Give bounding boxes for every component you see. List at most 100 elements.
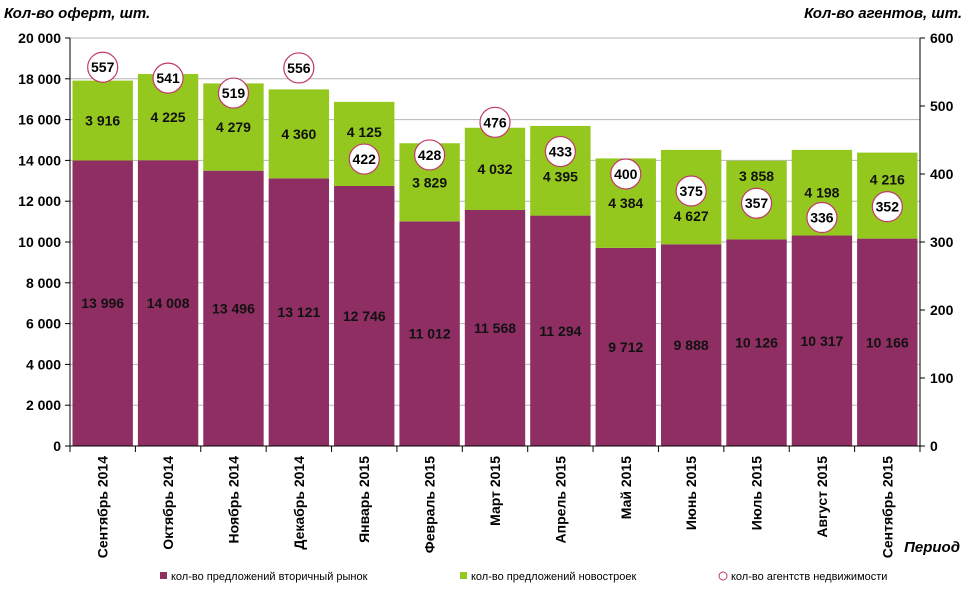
agency-marker	[217, 77, 250, 109]
agency-marker-label: 352	[876, 199, 900, 215]
data-label-new-buildings: 3 829	[412, 174, 447, 190]
bar-secondary-market	[203, 170, 264, 447]
agency-marker	[283, 52, 315, 84]
y-left-tick-label: 8 000	[26, 275, 61, 291]
agency-marker-label: 400	[614, 166, 638, 182]
agency-marker	[544, 135, 576, 168]
agency-marker	[740, 187, 773, 219]
data-label-new-buildings: 4 198	[804, 185, 839, 201]
agency-marker-label: 357	[745, 195, 769, 211]
agency-marker-label: 541	[156, 70, 180, 86]
x-tick-label: Октябрь 2014	[160, 456, 176, 550]
bar-secondary-market	[595, 247, 656, 446]
data-label-new-buildings: 4 225	[151, 109, 186, 125]
x-tick-label: Февраль 2015	[422, 456, 438, 553]
x-tick-label: Сентябрь 2014	[95, 456, 111, 558]
y-left-tick-label: 12 000	[18, 193, 61, 209]
data-label-secondary: 13 996	[81, 295, 124, 311]
agency-marker	[806, 201, 838, 234]
data-label-secondary: 10 166	[866, 334, 909, 350]
agency-markers: 557 541 519 556 422 428 476 433 400 375 357 336 352	[87, 51, 903, 234]
x-tick-label: Август 2015	[814, 456, 830, 538]
data-label-new-buildings: 3 858	[739, 168, 774, 184]
data-label-new-buildings: 4 395	[543, 169, 578, 185]
y-right-tick-label: 400	[930, 166, 954, 182]
bar-secondary-market	[268, 178, 330, 446]
bar-secondary-market	[72, 160, 133, 446]
data-label-secondary: 10 126	[735, 335, 778, 351]
bar-new-buildings	[72, 80, 133, 161]
data-label-new-buildings: 4 125	[347, 124, 382, 140]
agency-marker	[871, 191, 903, 223]
legend-swatch-new	[460, 572, 467, 579]
bar-new-buildings	[268, 89, 330, 179]
y-left-tick-label: 16 000	[18, 112, 61, 128]
agency-marker	[87, 51, 119, 83]
y-right-tick-label: 100	[930, 370, 954, 386]
agency-marker-label: 556	[287, 60, 311, 76]
x-tick-label: Декабрь 2014	[291, 456, 307, 550]
bar-secondary-market	[137, 160, 199, 446]
legend-label-secondary: кол-во предложений вторичный рынок	[171, 571, 368, 583]
y-left-tick-label: 2 000	[26, 397, 61, 413]
x-tick-label: Июнь 2015	[683, 456, 699, 530]
x-tick-label: Январь 2015	[356, 456, 372, 543]
agency-marker-label: 476	[483, 114, 507, 130]
y-left-tick-label: 4 000	[26, 356, 61, 372]
data-label-secondary: 10 317	[801, 333, 844, 349]
bar-secondary-market	[464, 210, 526, 446]
bar-secondary-market	[857, 238, 918, 446]
data-label-secondary: 9 888	[674, 337, 709, 353]
y-left-tick-label: 20 000	[18, 30, 61, 46]
agency-marker	[348, 143, 380, 175]
bar-secondary-market	[726, 239, 787, 446]
x-tick-label: Сентябрь 2015	[879, 456, 895, 558]
y-left-tick-label: 6 000	[26, 316, 61, 332]
legend-swatch-secondary	[160, 572, 167, 579]
y-left-tick-label: 0	[53, 438, 61, 454]
data-label-secondary: 12 746	[343, 308, 386, 324]
data-label-secondary: 11 294	[539, 323, 581, 339]
data-label-new-buildings: 4 279	[216, 119, 251, 135]
bar-new-buildings	[464, 127, 526, 211]
x-tick-label: Май 2015	[618, 456, 634, 519]
legend: кол-во предложений вторичный рынок кол-в…	[160, 571, 887, 583]
x-tick-label: Апрель 2015	[552, 456, 568, 544]
y-left-tick-label: 14 000	[18, 152, 61, 168]
data-label-secondary: 13 121	[277, 304, 320, 320]
data-label-new-buildings: 3 916	[85, 113, 120, 129]
bar-secondary-market	[399, 221, 460, 446]
bar-secondary-market	[660, 244, 722, 446]
legend-label-new: кол-во предложений новостроек	[471, 571, 637, 583]
y-right-tick-label: 500	[930, 98, 954, 114]
y-right-tick-label: 300	[930, 234, 954, 250]
data-label-secondary: 11 012	[409, 326, 451, 342]
bar-secondary-market	[791, 235, 853, 446]
x-tick-label: Июль 2015	[749, 456, 765, 530]
agency-marker-label: 519	[222, 85, 246, 101]
data-label-new-buildings: 4 216	[870, 172, 905, 188]
data-label-secondary: 9 712	[608, 339, 643, 355]
agency-marker-label: 428	[418, 147, 442, 163]
agency-marker	[479, 106, 511, 138]
data-label-secondary: 14 008	[147, 295, 190, 311]
data-label-secondary: 13 496	[212, 300, 255, 316]
bar-secondary-market	[530, 215, 591, 446]
agency-marker-label: 375	[679, 183, 703, 199]
axes: 0 2 000 4 000 6 000 8 000 10 000 12 000 14 000 1…	[18, 30, 953, 558]
y-left-axis-title: Кол-во оферт, шт.	[4, 5, 150, 22]
y-left-tick-label: 10 000	[18, 234, 61, 250]
y-right-tick-label: 200	[930, 302, 954, 318]
y-right-tick-label: 0	[930, 438, 938, 454]
data-labels: 13 996 3 916 14 008 4 225 13 496 4 279 13 121 4…	[81, 109, 909, 355]
agency-marker-label: 336	[810, 210, 834, 226]
x-axis-title: Период	[904, 539, 960, 556]
y-right-tick-label: 600	[930, 30, 954, 46]
y-left-tick-label: 18 000	[18, 71, 61, 87]
agency-marker-label: 433	[549, 144, 573, 160]
data-label-new-buildings: 4 384	[608, 195, 643, 211]
legend-label-agencies: кол-во агентств недвижимости	[731, 571, 887, 583]
x-tick-label: Март 2015	[487, 456, 503, 526]
legend-marker-agencies	[718, 571, 728, 581]
agency-marker	[610, 158, 642, 190]
